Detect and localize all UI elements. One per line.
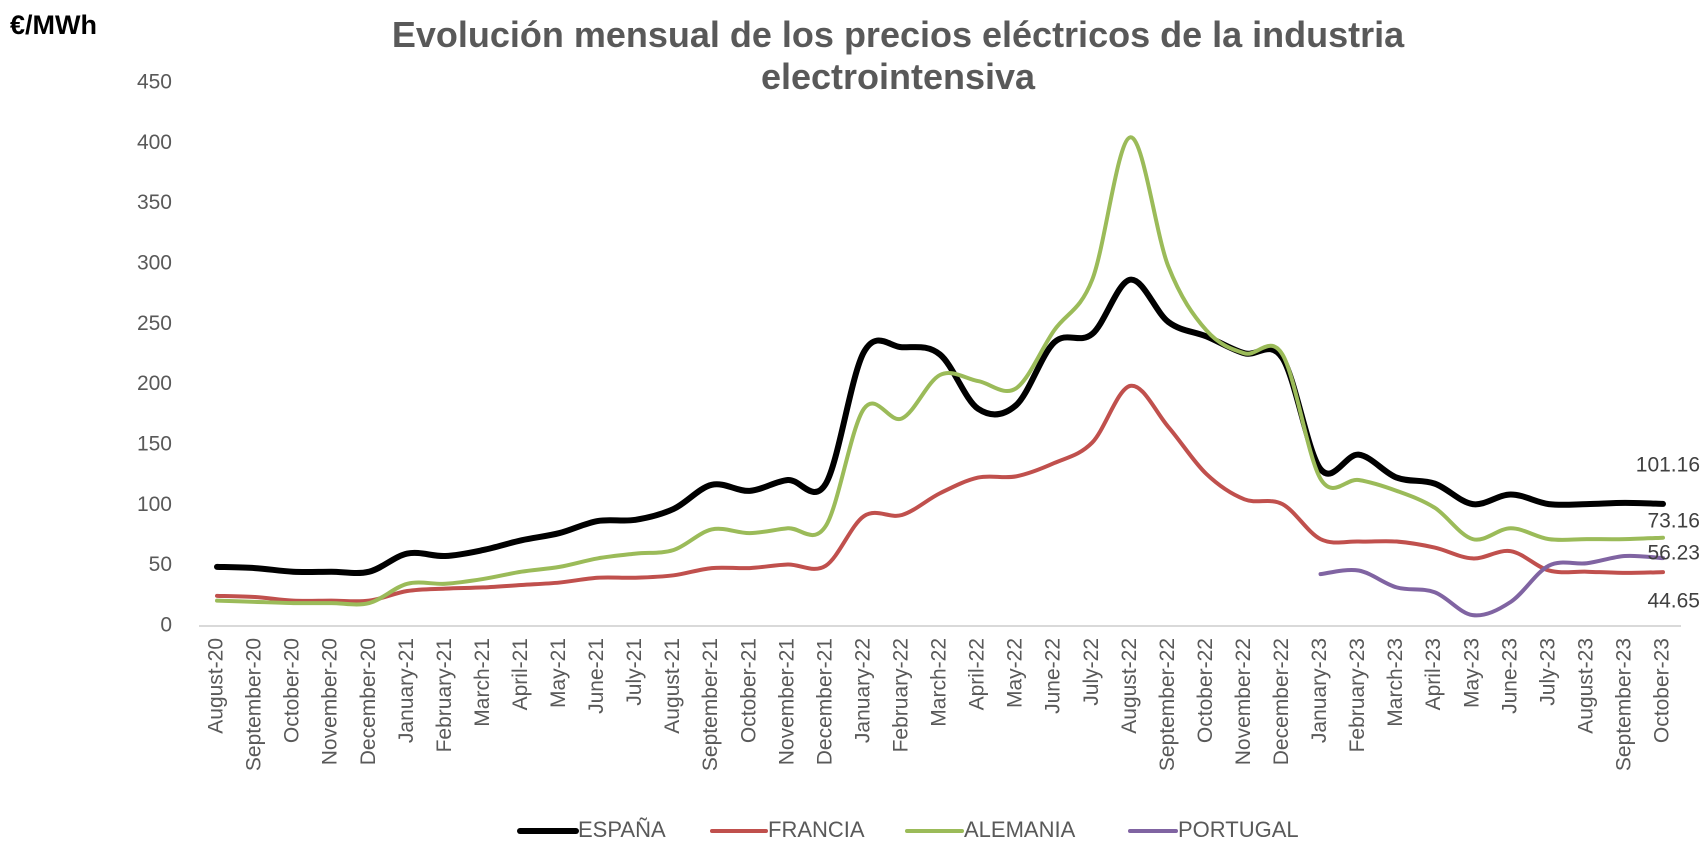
x-tick-label: June-23 bbox=[1498, 638, 1521, 714]
x-tick-label: August-21 bbox=[661, 638, 684, 734]
x-tick-label: January-22 bbox=[851, 638, 874, 743]
x-tick-label: April-22 bbox=[966, 638, 989, 710]
x-tick-label: February-21 bbox=[433, 638, 456, 752]
x-tick-label: October-23 bbox=[1651, 638, 1674, 743]
x-tick-label: April-23 bbox=[1422, 638, 1445, 710]
x-tick-label: January-23 bbox=[1308, 638, 1331, 743]
line-series bbox=[215, 135, 1665, 607]
x-tick-label: May-22 bbox=[1004, 638, 1027, 708]
x-tick-label: July-23 bbox=[1536, 638, 1559, 706]
x-tick-label: October-20 bbox=[281, 638, 304, 743]
line-series bbox=[214, 276, 1666, 577]
y-tick-label: 300 bbox=[137, 252, 172, 275]
y-axis-label: €/MWh bbox=[10, 10, 97, 40]
y-tick-label: 400 bbox=[137, 131, 172, 154]
x-tick-label: August-23 bbox=[1574, 638, 1597, 734]
x-tick-label: September-23 bbox=[1612, 638, 1635, 771]
y-tick-label: 50 bbox=[149, 553, 172, 576]
x-tick-label: April-21 bbox=[509, 638, 532, 710]
x-tick-label: September-20 bbox=[243, 638, 266, 771]
x-tick-label: May-23 bbox=[1460, 638, 1483, 708]
x-tick-label: December-20 bbox=[357, 638, 380, 765]
x-tick-label: March-23 bbox=[1384, 638, 1407, 727]
y-tick-label: 350 bbox=[137, 191, 172, 214]
y-tick-label: 0 bbox=[160, 614, 172, 637]
x-tick-label: January-21 bbox=[395, 638, 418, 743]
x-tick-label: September-22 bbox=[1156, 638, 1179, 771]
x-tick-label: March-21 bbox=[471, 638, 494, 727]
legend-label: ESPAÑA bbox=[578, 817, 666, 842]
x-tick-label: March-22 bbox=[928, 638, 951, 727]
x-tick-label: December-22 bbox=[1270, 638, 1293, 765]
x-tick-label: November-20 bbox=[319, 638, 342, 765]
data-label: 101.16 bbox=[1636, 453, 1700, 476]
legend-label: PORTUGAL bbox=[1178, 817, 1299, 842]
x-tick-label: May-21 bbox=[547, 638, 570, 708]
line-series bbox=[215, 383, 1665, 604]
chart-title: Evolución mensual de los precios eléctri… bbox=[391, 14, 1405, 97]
x-tick-label: February-22 bbox=[889, 638, 912, 752]
y-tick-label: 250 bbox=[137, 312, 172, 335]
legend-label: FRANCIA bbox=[768, 817, 865, 842]
x-tick-label: September-21 bbox=[699, 638, 722, 771]
x-tick-label: August-22 bbox=[1118, 638, 1141, 734]
data-label: 56.23 bbox=[1647, 542, 1700, 565]
x-tick-label: July-21 bbox=[623, 638, 646, 706]
x-tick-label: November-22 bbox=[1232, 638, 1255, 765]
y-tick-label: 100 bbox=[137, 493, 172, 516]
y-tick-label: 200 bbox=[137, 372, 172, 395]
x-tick-label: June-22 bbox=[1042, 638, 1065, 714]
x-tick-label: June-21 bbox=[585, 638, 608, 714]
x-tick-label: October-21 bbox=[737, 638, 760, 743]
data-label: 73.16 bbox=[1647, 509, 1700, 532]
x-tick-label: February-23 bbox=[1346, 638, 1369, 752]
x-tick-label: October-22 bbox=[1194, 638, 1217, 743]
y-tick-label: 150 bbox=[137, 433, 172, 456]
x-tick-label: December-21 bbox=[813, 638, 836, 765]
x-tick-label: August-20 bbox=[205, 638, 228, 734]
x-tick-label: November-21 bbox=[775, 638, 798, 765]
legend-label: ALEMANIA bbox=[964, 817, 1076, 842]
x-tick-label: July-22 bbox=[1080, 638, 1103, 706]
data-label: 44.65 bbox=[1647, 590, 1700, 613]
line-series bbox=[1318, 553, 1665, 618]
y-tick-label: 450 bbox=[137, 71, 172, 94]
